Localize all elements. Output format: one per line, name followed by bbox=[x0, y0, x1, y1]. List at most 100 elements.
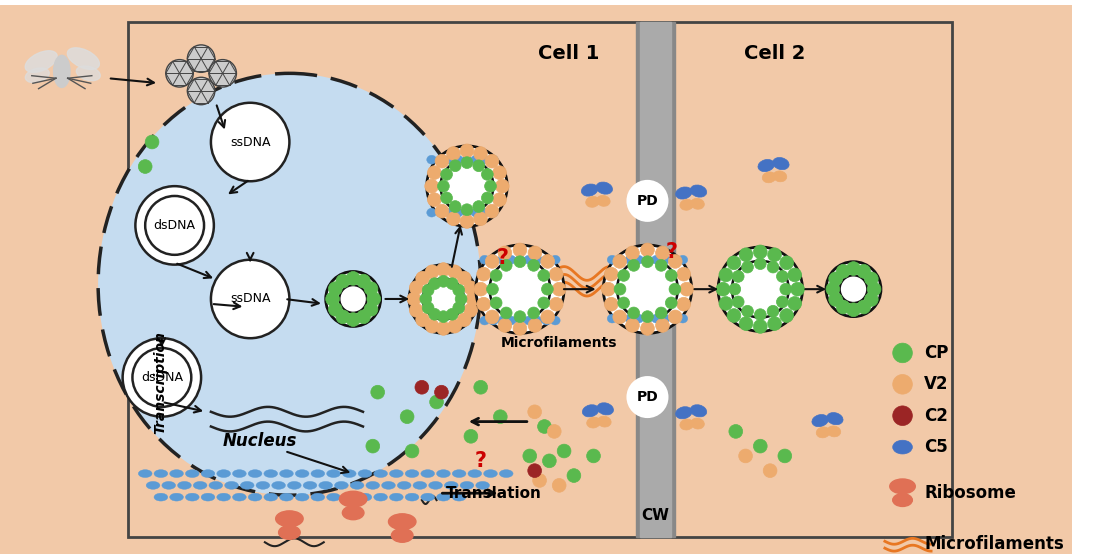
Ellipse shape bbox=[233, 493, 246, 501]
Ellipse shape bbox=[186, 493, 199, 501]
Ellipse shape bbox=[680, 199, 694, 210]
Ellipse shape bbox=[413, 482, 426, 489]
Ellipse shape bbox=[146, 482, 160, 489]
Circle shape bbox=[410, 281, 423, 295]
Ellipse shape bbox=[826, 413, 843, 424]
Circle shape bbox=[473, 200, 484, 212]
Circle shape bbox=[528, 464, 541, 478]
Ellipse shape bbox=[506, 316, 516, 325]
Circle shape bbox=[677, 297, 691, 311]
Circle shape bbox=[716, 282, 730, 296]
Circle shape bbox=[482, 192, 493, 204]
Ellipse shape bbox=[350, 482, 364, 489]
Ellipse shape bbox=[263, 493, 278, 501]
Text: PD: PD bbox=[636, 390, 658, 404]
Circle shape bbox=[613, 255, 626, 268]
Circle shape bbox=[614, 283, 626, 295]
Circle shape bbox=[326, 272, 380, 326]
Ellipse shape bbox=[426, 208, 436, 217]
Ellipse shape bbox=[201, 493, 215, 501]
Circle shape bbox=[435, 204, 449, 218]
Ellipse shape bbox=[757, 160, 774, 171]
Circle shape bbox=[732, 296, 744, 308]
Ellipse shape bbox=[428, 482, 443, 489]
Circle shape bbox=[447, 147, 460, 160]
Ellipse shape bbox=[691, 405, 707, 417]
Ellipse shape bbox=[675, 187, 692, 199]
Circle shape bbox=[420, 293, 432, 305]
Circle shape bbox=[356, 310, 371, 324]
Ellipse shape bbox=[586, 197, 599, 207]
Circle shape bbox=[453, 302, 465, 314]
Circle shape bbox=[371, 385, 385, 399]
Text: PD: PD bbox=[636, 194, 658, 208]
Circle shape bbox=[767, 317, 781, 330]
Circle shape bbox=[166, 59, 193, 87]
Circle shape bbox=[826, 262, 881, 316]
Circle shape bbox=[779, 309, 794, 323]
Ellipse shape bbox=[319, 482, 332, 489]
Circle shape bbox=[430, 395, 444, 409]
Circle shape bbox=[513, 243, 527, 257]
Circle shape bbox=[486, 283, 498, 295]
Circle shape bbox=[603, 245, 692, 333]
Circle shape bbox=[753, 439, 767, 453]
Ellipse shape bbox=[598, 416, 611, 427]
Ellipse shape bbox=[406, 493, 419, 501]
Circle shape bbox=[739, 317, 753, 330]
Ellipse shape bbox=[340, 491, 367, 507]
Circle shape bbox=[400, 410, 414, 423]
Circle shape bbox=[718, 247, 802, 332]
Circle shape bbox=[211, 103, 290, 181]
Circle shape bbox=[460, 144, 474, 158]
Circle shape bbox=[754, 309, 766, 320]
Ellipse shape bbox=[193, 482, 207, 489]
Circle shape bbox=[446, 309, 458, 320]
Circle shape bbox=[366, 439, 379, 453]
Ellipse shape bbox=[280, 470, 293, 478]
Circle shape bbox=[627, 377, 667, 417]
Ellipse shape bbox=[406, 470, 419, 478]
Bar bbox=[128, 22, 952, 538]
Circle shape bbox=[364, 302, 378, 316]
Circle shape bbox=[625, 246, 639, 260]
Circle shape bbox=[640, 243, 655, 257]
Ellipse shape bbox=[489, 255, 498, 264]
Ellipse shape bbox=[436, 493, 450, 501]
Circle shape bbox=[187, 45, 215, 72]
Circle shape bbox=[528, 259, 540, 271]
Circle shape bbox=[528, 319, 542, 332]
Ellipse shape bbox=[359, 493, 372, 501]
Circle shape bbox=[739, 248, 753, 262]
Circle shape bbox=[836, 264, 850, 278]
Ellipse shape bbox=[201, 470, 215, 478]
Ellipse shape bbox=[471, 208, 481, 217]
Ellipse shape bbox=[263, 470, 278, 478]
Ellipse shape bbox=[216, 470, 231, 478]
Text: ssDNA: ssDNA bbox=[230, 292, 270, 305]
Ellipse shape bbox=[541, 255, 551, 264]
Ellipse shape bbox=[489, 155, 498, 164]
Circle shape bbox=[640, 321, 655, 335]
Ellipse shape bbox=[583, 405, 599, 417]
Ellipse shape bbox=[608, 255, 618, 264]
Ellipse shape bbox=[497, 255, 507, 264]
Circle shape bbox=[437, 276, 449, 287]
Ellipse shape bbox=[890, 479, 915, 494]
Ellipse shape bbox=[312, 493, 325, 501]
Ellipse shape bbox=[453, 470, 466, 478]
Ellipse shape bbox=[691, 198, 704, 209]
Circle shape bbox=[542, 454, 556, 468]
Text: V2: V2 bbox=[924, 375, 949, 393]
Circle shape bbox=[753, 320, 767, 333]
Circle shape bbox=[457, 313, 471, 326]
Circle shape bbox=[847, 303, 860, 316]
Circle shape bbox=[428, 278, 440, 290]
Ellipse shape bbox=[762, 172, 776, 183]
Circle shape bbox=[656, 307, 667, 319]
Circle shape bbox=[732, 261, 789, 318]
Circle shape bbox=[513, 321, 527, 335]
Circle shape bbox=[477, 267, 491, 281]
Circle shape bbox=[139, 160, 152, 174]
Ellipse shape bbox=[342, 493, 356, 501]
